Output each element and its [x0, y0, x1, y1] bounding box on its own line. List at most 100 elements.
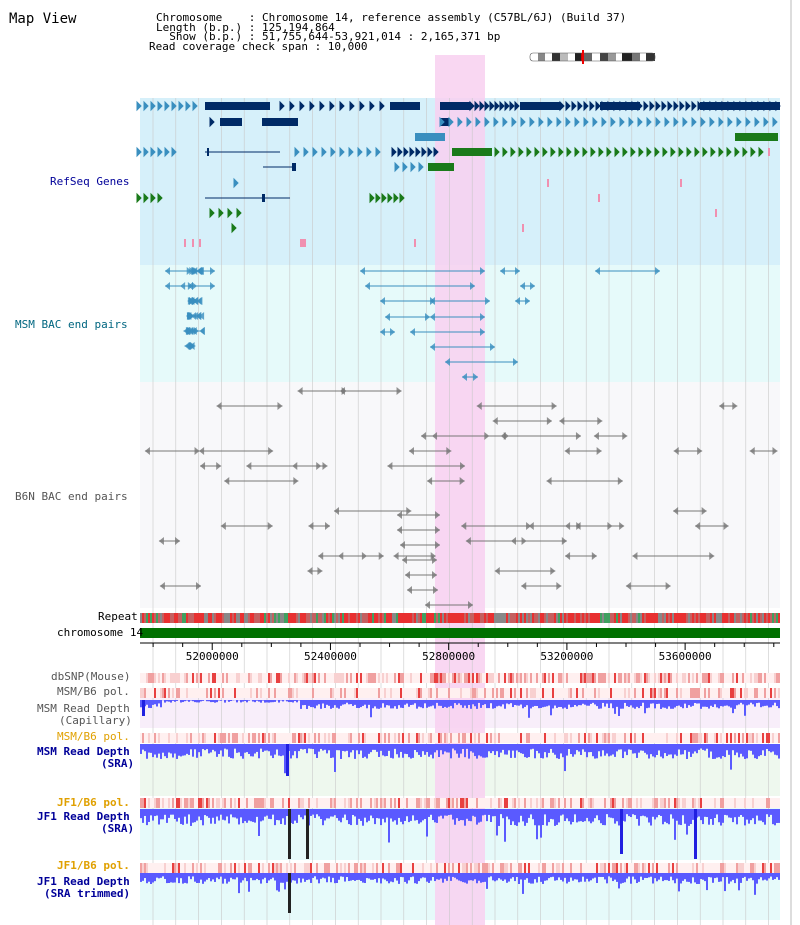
- heat-cell: [290, 798, 292, 808]
- depth-bar: [422, 700, 424, 709]
- repeat-mark: [746, 613, 748, 623]
- depth-bar: [180, 700, 182, 703]
- bac-end: [468, 601, 473, 609]
- heat-cell: [702, 863, 704, 873]
- heat-cell: [418, 673, 420, 683]
- heat-cell: [192, 733, 194, 743]
- gene-arrow: [439, 116, 445, 128]
- heat-cell: [488, 673, 490, 683]
- heat-cell: [378, 733, 380, 743]
- track-label-refseq[interactable]: RefSeq Genes: [50, 175, 130, 188]
- track-label-msm-depth-capillary[interactable]: MSM Read Depth: [37, 702, 130, 715]
- depth-bar: [690, 809, 692, 825]
- track-label-msm-b6-pol-2[interactable]: MSM/B6 pol.: [57, 730, 130, 743]
- heat-cell: [750, 733, 752, 743]
- heat-cell: [192, 798, 194, 808]
- heat-cell: [296, 863, 298, 873]
- heat-cell: [512, 673, 514, 683]
- heat-cell: [578, 688, 580, 698]
- depth-bar: [504, 809, 506, 842]
- repeat-mark: [678, 613, 680, 623]
- heat-cell: [218, 673, 220, 683]
- track-label-jf1-depth-sra[interactable]: JF1 Read Depth: [37, 810, 130, 823]
- track-label-msm-bac[interactable]: MSM BAC end pairs: [15, 318, 128, 331]
- track-label-jf1-b6-pol[interactable]: JF1/B6 pol.: [57, 796, 130, 809]
- gene-arrow: [510, 146, 516, 158]
- depth-bar: [730, 700, 732, 708]
- gene-arrow: [601, 116, 607, 128]
- heat-cell: [304, 673, 306, 683]
- track-label-jf1-depth-trimmed[interactable]: JF1 Read Depth: [37, 875, 130, 888]
- depth-bar: [338, 744, 340, 751]
- heat-cell: [716, 688, 718, 698]
- repeat-mark: [436, 613, 438, 623]
- heat-cell: [308, 733, 310, 743]
- heat-cell: [238, 863, 240, 873]
- heat-cell: [642, 798, 644, 808]
- repeat-mark: [672, 613, 674, 623]
- chromosome-bar: [140, 628, 780, 638]
- heat-cell: [384, 863, 386, 873]
- repeat-mark: [168, 613, 170, 623]
- track-label-b6n-bac[interactable]: B6N BAC end pairs: [15, 490, 128, 503]
- depth-bar: [302, 744, 304, 750]
- track-label-dbsnp[interactable]: dbSNP(Mouse): [51, 670, 131, 683]
- heat-cell: [514, 798, 516, 808]
- track-label-jf1-b6-pol-2[interactable]: JF1/B6 pol.: [57, 859, 130, 872]
- heat-cell: [758, 673, 760, 683]
- heat-cell: [606, 673, 608, 683]
- gene-arrow: [757, 100, 763, 112]
- gene-arrow: [329, 100, 335, 112]
- repeat-mark: [428, 613, 430, 623]
- depth-bar: [358, 873, 360, 880]
- heat-cell: [270, 673, 272, 683]
- depth-bar: [388, 809, 390, 843]
- gene-arrow: [511, 116, 517, 128]
- depth-bar: [756, 809, 758, 816]
- depth-bar: [280, 873, 282, 883]
- heat-cell: [680, 673, 682, 683]
- depth-bar: [694, 744, 696, 752]
- heat-cell: [674, 863, 676, 873]
- heat-cell: [520, 798, 522, 808]
- bac-end: [665, 582, 671, 590]
- heat-cell: [344, 863, 346, 873]
- heat-cell: [246, 673, 248, 683]
- heat-cell: [262, 733, 264, 743]
- track-label-msm-b6-pol[interactable]: MSM/B6 pol.: [57, 685, 130, 698]
- depth-bar: [686, 809, 688, 835]
- heat-cell: [556, 673, 558, 683]
- heat-cell: [556, 688, 558, 698]
- repeat-mark: [626, 613, 628, 623]
- repeat-mark: [176, 613, 178, 623]
- heat-cell: [536, 673, 538, 683]
- gene-arrow: [679, 100, 685, 112]
- depth-bar: [656, 744, 658, 755]
- depth-bar: [426, 700, 428, 708]
- depth-bar: [190, 873, 192, 880]
- heat-cell: [242, 688, 244, 698]
- heat-cell: [188, 798, 190, 808]
- depth-bar: [760, 809, 762, 821]
- depth-bar: [320, 700, 322, 709]
- heat-cell: [412, 733, 414, 743]
- gene-exon: [207, 148, 209, 156]
- depth-bar: [460, 809, 462, 821]
- repeat-mark: [752, 613, 754, 623]
- depth-bar: [308, 744, 310, 749]
- depth-bar: [304, 873, 306, 882]
- depth-bar: [444, 873, 446, 879]
- depth-bar: [382, 873, 384, 879]
- repeat-mark: [240, 613, 242, 623]
- gene-arrow: [542, 146, 548, 158]
- repeat-mark: [350, 613, 352, 623]
- depth-bar: [334, 873, 336, 884]
- depth-bar: [312, 700, 314, 708]
- heat-cell: [750, 863, 752, 873]
- heat-cell: [386, 673, 388, 683]
- heat-cell: [530, 733, 532, 743]
- repeat-mark: [708, 613, 710, 623]
- heat-cell: [704, 733, 706, 743]
- track-label-msm-depth-sra[interactable]: MSM Read Depth: [37, 745, 130, 758]
